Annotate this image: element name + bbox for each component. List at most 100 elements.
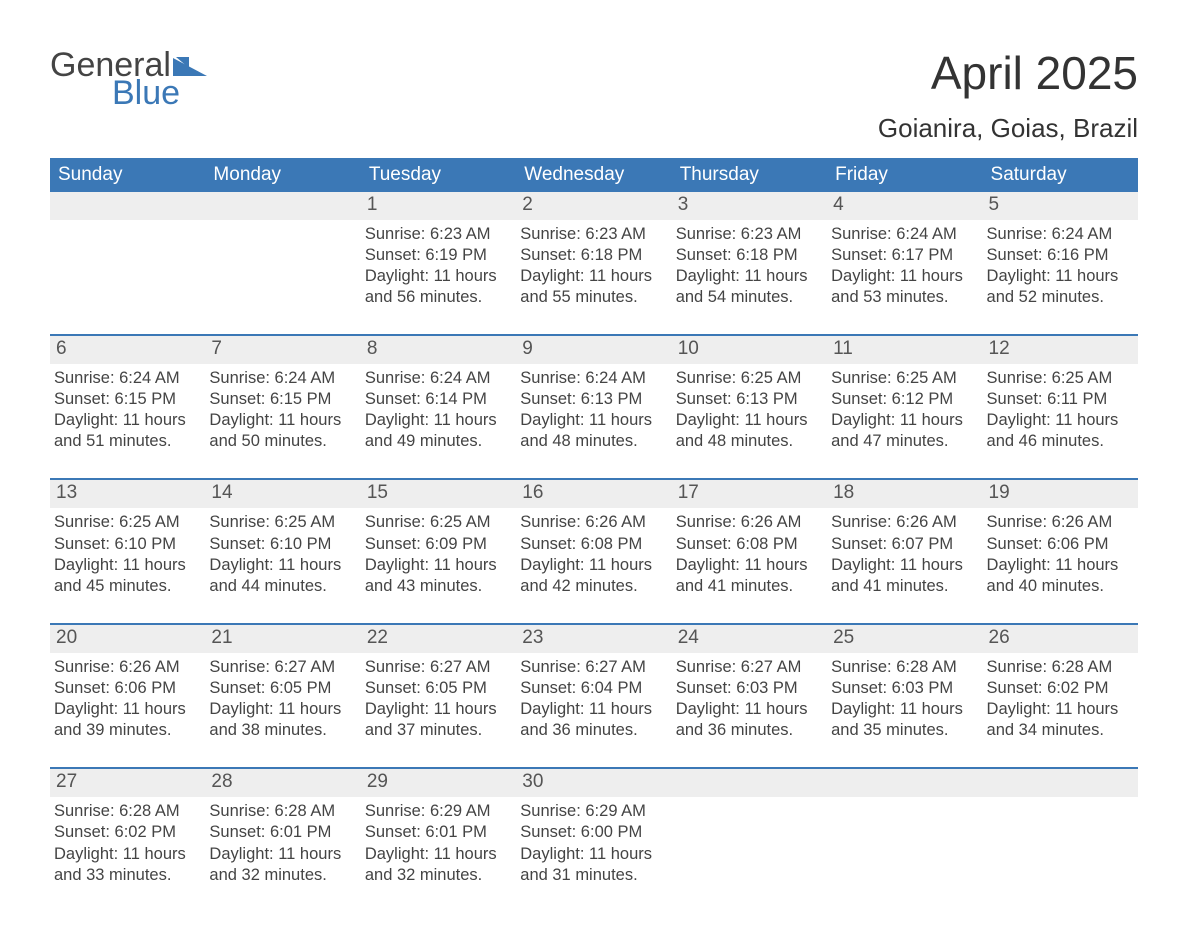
day-content: Sunrise: 6:26 AMSunset: 6:06 PMDaylight:…	[983, 508, 1138, 600]
day-line: Sunrise: 6:27 AM	[520, 657, 665, 678]
day-number: 11	[827, 336, 982, 364]
day-number: 17	[672, 480, 827, 508]
day-line: Sunset: 6:05 PM	[209, 678, 354, 699]
day-line: Sunrise: 6:26 AM	[54, 657, 199, 678]
day-line: Sunset: 6:10 PM	[209, 534, 354, 555]
day-content: Sunrise: 6:25 AMSunset: 6:10 PMDaylight:…	[50, 508, 205, 600]
day-number: 6	[50, 336, 205, 364]
calendar-day	[827, 769, 982, 889]
day-line: Daylight: 11 hours and 39 minutes.	[54, 699, 199, 741]
day-line: Daylight: 11 hours and 41 minutes.	[831, 555, 976, 597]
day-number: 15	[361, 480, 516, 508]
day-line: Daylight: 11 hours and 37 minutes.	[365, 699, 510, 741]
day-content: Sunrise: 6:25 AMSunset: 6:11 PMDaylight:…	[983, 364, 1138, 456]
day-line: Sunrise: 6:25 AM	[365, 512, 510, 533]
calendar-grid: SundayMondayTuesdayWednesdayThursdayFrid…	[50, 158, 1138, 890]
calendar-day	[672, 769, 827, 889]
day-line: Sunrise: 6:25 AM	[209, 512, 354, 533]
day-line: Sunrise: 6:24 AM	[520, 368, 665, 389]
page-header: General Blue April 2025 Goianira, Goias,…	[50, 48, 1138, 144]
day-number: 26	[983, 625, 1138, 653]
day-line: Daylight: 11 hours and 46 minutes.	[987, 410, 1132, 452]
calendar-day: 3Sunrise: 6:23 AMSunset: 6:18 PMDaylight…	[672, 192, 827, 312]
calendar-day	[50, 192, 205, 312]
calendar-day: 29Sunrise: 6:29 AMSunset: 6:01 PMDayligh…	[361, 769, 516, 889]
day-number	[205, 192, 360, 220]
day-line: Daylight: 11 hours and 32 minutes.	[365, 844, 510, 886]
day-line: Sunset: 6:04 PM	[520, 678, 665, 699]
day-line: Daylight: 11 hours and 50 minutes.	[209, 410, 354, 452]
calendar-day: 22Sunrise: 6:27 AMSunset: 6:05 PMDayligh…	[361, 625, 516, 745]
weekday-header: Friday	[827, 158, 982, 192]
day-line: Sunrise: 6:29 AM	[365, 801, 510, 822]
day-line: Sunset: 6:18 PM	[676, 245, 821, 266]
weekday-header: Tuesday	[361, 158, 516, 192]
day-content: Sunrise: 6:25 AMSunset: 6:09 PMDaylight:…	[361, 508, 516, 600]
day-line: Sunset: 6:00 PM	[520, 822, 665, 843]
day-line: Sunrise: 6:28 AM	[54, 801, 199, 822]
day-line: Sunrise: 6:27 AM	[365, 657, 510, 678]
calendar-day: 5Sunrise: 6:24 AMSunset: 6:16 PMDaylight…	[983, 192, 1138, 312]
day-content: Sunrise: 6:24 AMSunset: 6:15 PMDaylight:…	[205, 364, 360, 456]
day-number: 3	[672, 192, 827, 220]
day-line: Daylight: 11 hours and 42 minutes.	[520, 555, 665, 597]
day-line: Sunrise: 6:23 AM	[520, 224, 665, 245]
day-line: Sunrise: 6:26 AM	[987, 512, 1132, 533]
day-number	[983, 769, 1138, 797]
day-content: Sunrise: 6:26 AMSunset: 6:08 PMDaylight:…	[516, 508, 671, 600]
calendar-day: 1Sunrise: 6:23 AMSunset: 6:19 PMDaylight…	[361, 192, 516, 312]
title-block: April 2025 Goianira, Goias, Brazil	[878, 48, 1138, 144]
calendar-page: General Blue April 2025 Goianira, Goias,…	[0, 0, 1188, 930]
day-line: Daylight: 11 hours and 43 minutes.	[365, 555, 510, 597]
calendar-day	[205, 192, 360, 312]
day-line: Sunrise: 6:28 AM	[987, 657, 1132, 678]
day-content: Sunrise: 6:23 AMSunset: 6:19 PMDaylight:…	[361, 220, 516, 312]
day-line: Sunset: 6:16 PM	[987, 245, 1132, 266]
day-line: Daylight: 11 hours and 49 minutes.	[365, 410, 510, 452]
day-number: 12	[983, 336, 1138, 364]
calendar-day: 27Sunrise: 6:28 AMSunset: 6:02 PMDayligh…	[50, 769, 205, 889]
day-line: Sunrise: 6:29 AM	[520, 801, 665, 822]
day-line: Sunset: 6:14 PM	[365, 389, 510, 410]
day-line: Sunset: 6:08 PM	[520, 534, 665, 555]
day-line: Sunset: 6:02 PM	[987, 678, 1132, 699]
calendar-day: 18Sunrise: 6:26 AMSunset: 6:07 PMDayligh…	[827, 480, 982, 600]
day-content	[672, 797, 827, 805]
day-number: 28	[205, 769, 360, 797]
day-number: 2	[516, 192, 671, 220]
day-line: Sunset: 6:17 PM	[831, 245, 976, 266]
day-line: Sunset: 6:08 PM	[676, 534, 821, 555]
day-line: Sunset: 6:01 PM	[365, 822, 510, 843]
day-line: Sunrise: 6:24 AM	[54, 368, 199, 389]
day-content: Sunrise: 6:25 AMSunset: 6:10 PMDaylight:…	[205, 508, 360, 600]
day-line: Sunset: 6:02 PM	[54, 822, 199, 843]
weekday-header: Wednesday	[516, 158, 671, 192]
day-content: Sunrise: 6:23 AMSunset: 6:18 PMDaylight:…	[516, 220, 671, 312]
day-line: Sunrise: 6:24 AM	[365, 368, 510, 389]
day-line: Sunset: 6:13 PM	[520, 389, 665, 410]
day-content: Sunrise: 6:28 AMSunset: 6:01 PMDaylight:…	[205, 797, 360, 889]
day-line: Daylight: 11 hours and 48 minutes.	[676, 410, 821, 452]
day-line: Daylight: 11 hours and 54 minutes.	[676, 266, 821, 308]
day-line: Daylight: 11 hours and 34 minutes.	[987, 699, 1132, 741]
calendar-day: 6Sunrise: 6:24 AMSunset: 6:15 PMDaylight…	[50, 336, 205, 456]
day-line: Sunset: 6:19 PM	[365, 245, 510, 266]
day-number: 9	[516, 336, 671, 364]
day-content	[827, 797, 982, 805]
day-line: Sunrise: 6:27 AM	[209, 657, 354, 678]
day-line: Sunset: 6:10 PM	[54, 534, 199, 555]
day-line: Daylight: 11 hours and 36 minutes.	[676, 699, 821, 741]
day-content: Sunrise: 6:27 AMSunset: 6:05 PMDaylight:…	[361, 653, 516, 745]
day-line: Sunset: 6:12 PM	[831, 389, 976, 410]
day-line: Sunset: 6:01 PM	[209, 822, 354, 843]
day-content: Sunrise: 6:24 AMSunset: 6:17 PMDaylight:…	[827, 220, 982, 312]
day-number: 21	[205, 625, 360, 653]
day-line: Sunrise: 6:24 AM	[831, 224, 976, 245]
calendar-day: 26 Sunrise: 6:28 AMSunset: 6:02 PMDayligh…	[983, 625, 1138, 745]
day-line: Sunset: 6:18 PM	[520, 245, 665, 266]
day-line: Sunset: 6:13 PM	[676, 389, 821, 410]
day-line: Daylight: 11 hours and 31 minutes.	[520, 844, 665, 886]
day-number: 27	[50, 769, 205, 797]
day-line: Sunset: 6:05 PM	[365, 678, 510, 699]
calendar-day: 17Sunrise: 6:26 AMSunset: 6:08 PMDayligh…	[672, 480, 827, 600]
